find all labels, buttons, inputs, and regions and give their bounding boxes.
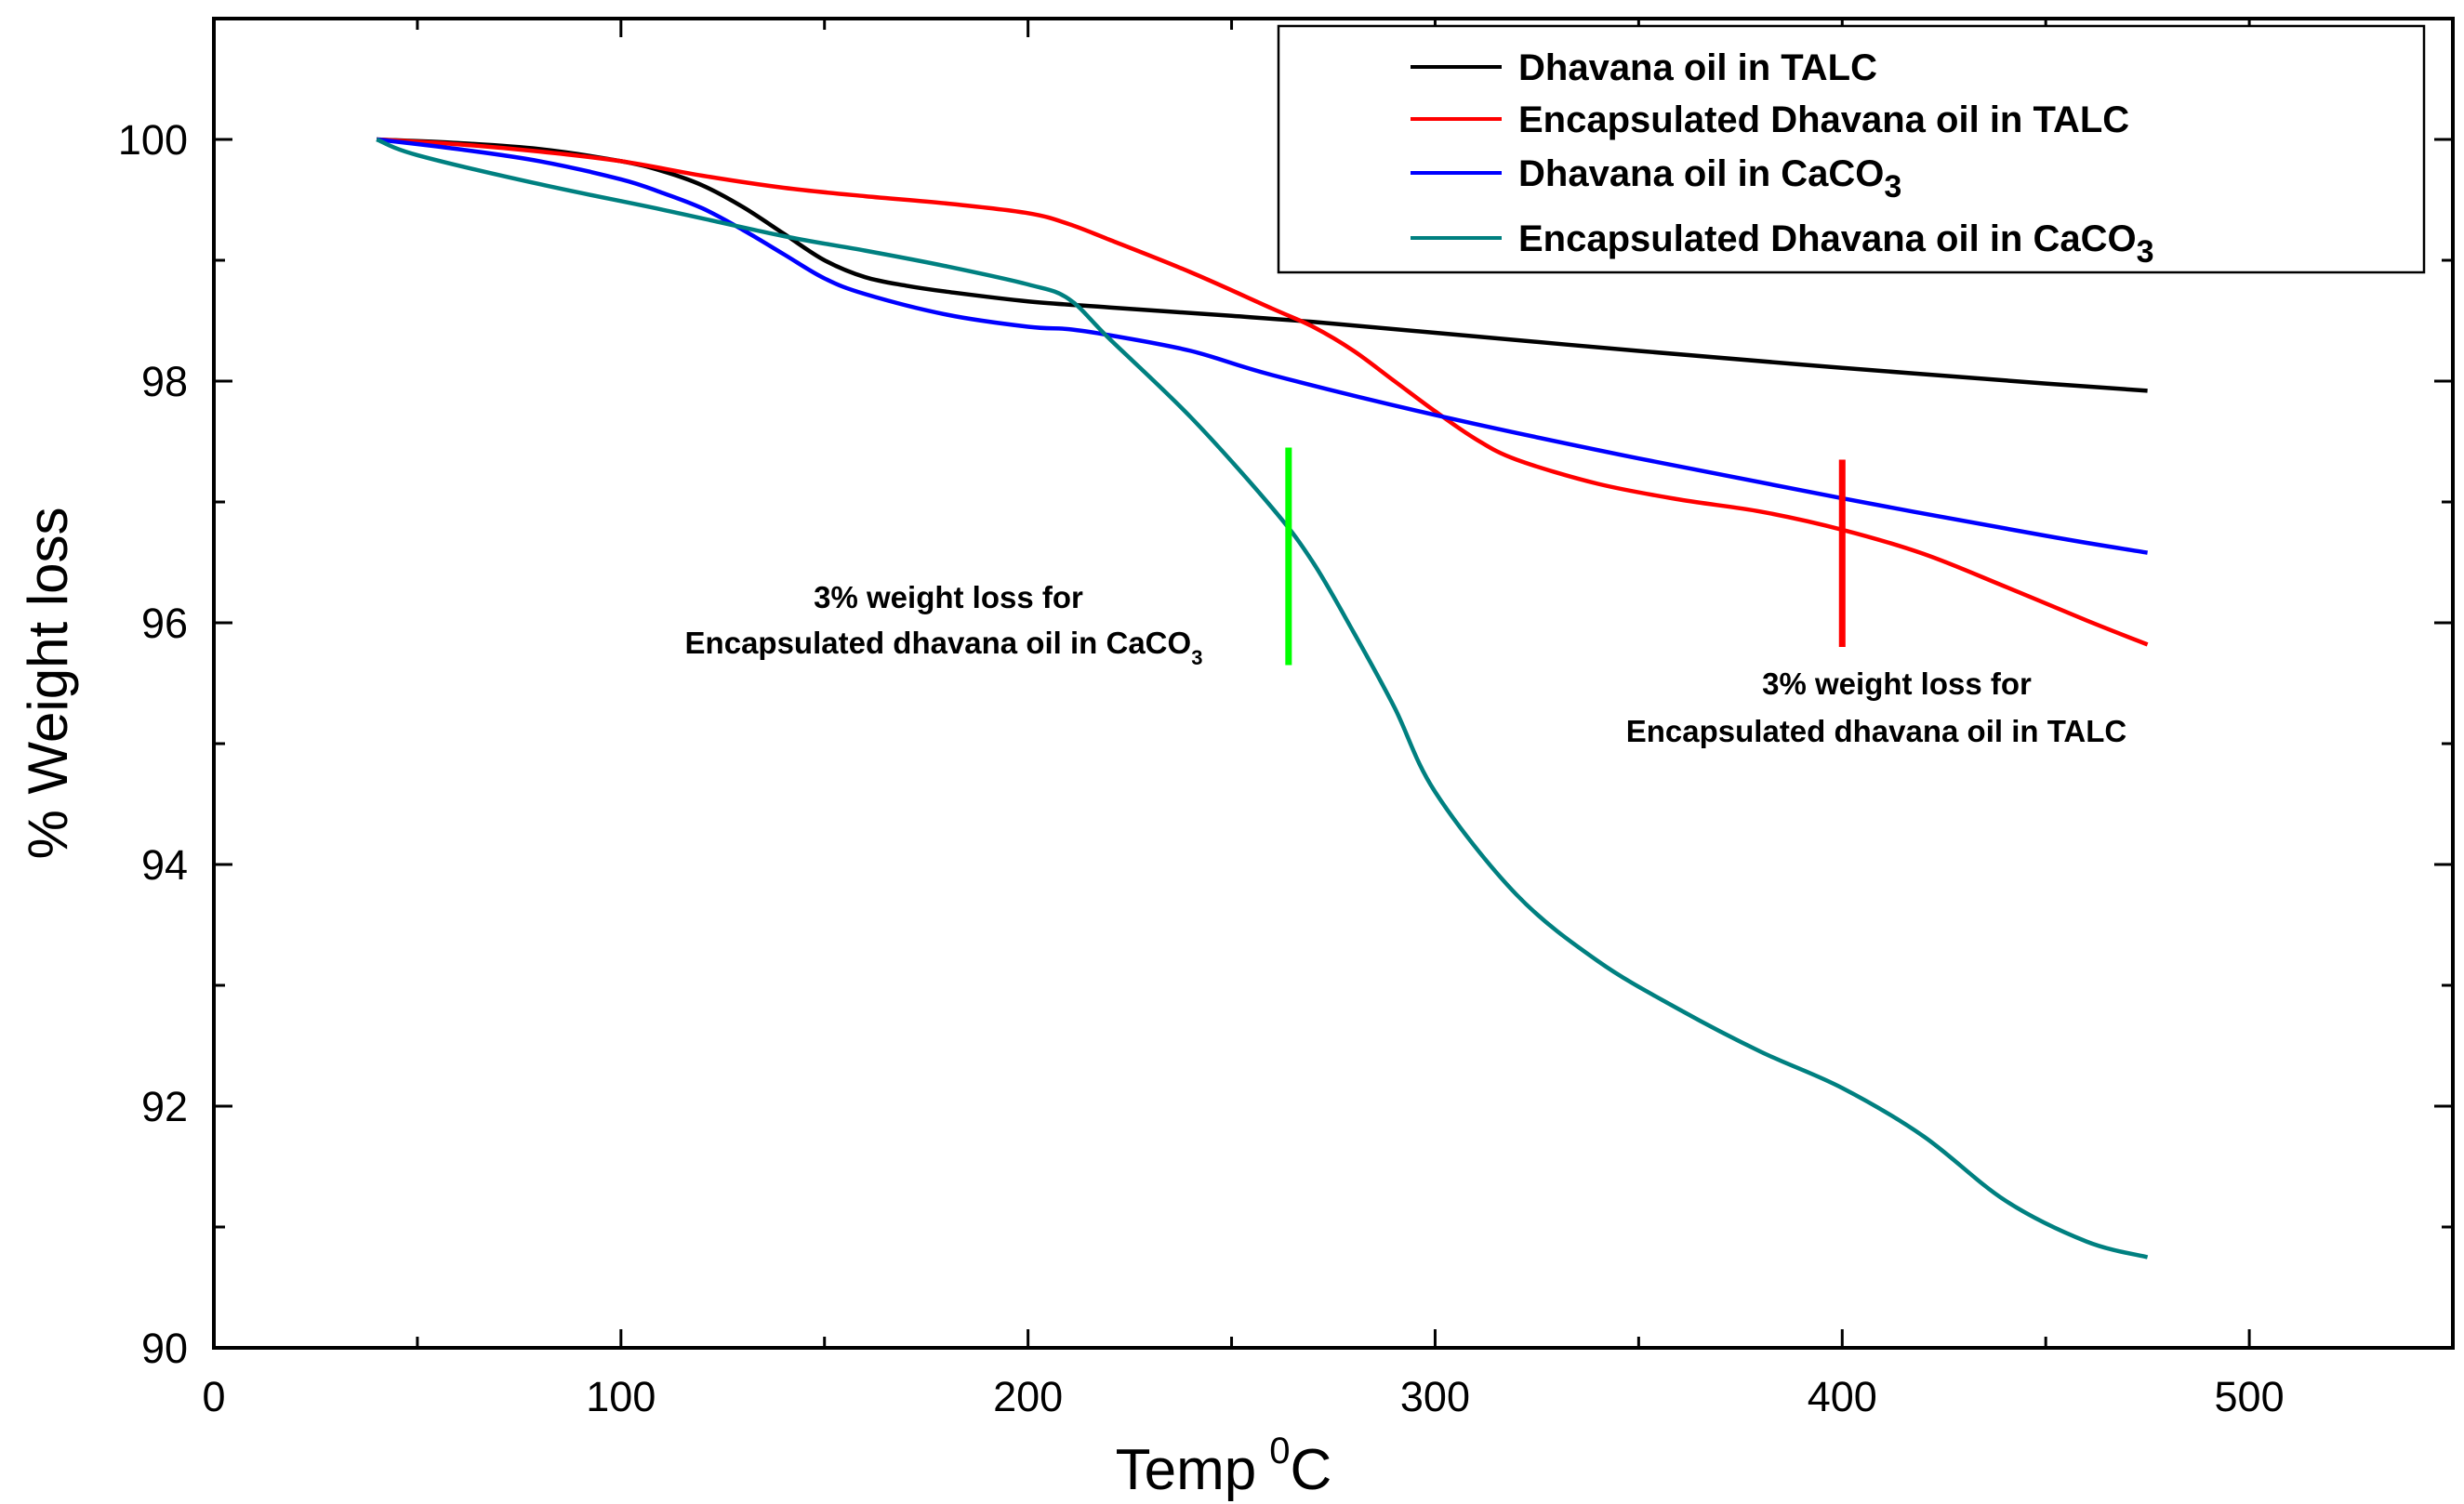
y-tick-label: 100 bbox=[118, 116, 188, 164]
series-line-dhavana-caco3 bbox=[376, 137, 2148, 555]
series-layer bbox=[376, 137, 2149, 1260]
plot-frame bbox=[212, 17, 2455, 1350]
x-axis-title: Temp 0C bbox=[1116, 1431, 1332, 1502]
y-tick-label: 94 bbox=[141, 841, 188, 889]
series-line-encap-caco3 bbox=[376, 137, 2149, 1260]
legend-label-encap-caco3: Encapsulated Dhavana oil in CaCO3 bbox=[1518, 218, 2154, 270]
x-tick-label: 200 bbox=[993, 1373, 1063, 1420]
x-tick-label: 500 bbox=[2215, 1373, 2285, 1420]
y-tick-label: 92 bbox=[141, 1083, 188, 1130]
y-tick-label: 96 bbox=[141, 600, 188, 647]
x-tick-label: 100 bbox=[586, 1373, 656, 1420]
legend: Dhavana oil in TALC Encapsulated Dhavana… bbox=[1277, 24, 2426, 274]
x-tick-label: 400 bbox=[1808, 1373, 1877, 1420]
x-tick-label: 300 bbox=[1400, 1373, 1470, 1420]
annotation-layer: 3% weight loss for Encapsulated dhavana … bbox=[685, 447, 2126, 748]
legend-label-dhavana-caco3: Dhavana oil in CaCO3 bbox=[1518, 153, 1901, 204]
annotation-caco3-line2: Encapsulated dhavana oil in CaCO3 bbox=[685, 626, 1203, 669]
series-line-encap-talc bbox=[376, 137, 2149, 647]
y-axis-title: % Weight loss bbox=[17, 507, 79, 859]
x-tick-label: 0 bbox=[202, 1373, 225, 1420]
y-tick-label: 98 bbox=[141, 358, 188, 405]
annotation-caco3-line1: 3% weight loss for bbox=[814, 580, 1083, 614]
tick-labels: 0 100 200 300 400 500 90 92 94 96 98 100 bbox=[118, 116, 2285, 1420]
legend-label-encap-talc: Encapsulated Dhavana oil in TALC bbox=[1518, 99, 2129, 140]
annotation-talc-line2: Encapsulated dhavana oil in TALC bbox=[1626, 714, 2126, 748]
legend-label-dhavana-talc: Dhavana oil in TALC bbox=[1518, 47, 1877, 88]
y-tick-label: 90 bbox=[141, 1325, 188, 1372]
annotation-talc-line1: 3% weight loss for bbox=[1762, 666, 2032, 701]
